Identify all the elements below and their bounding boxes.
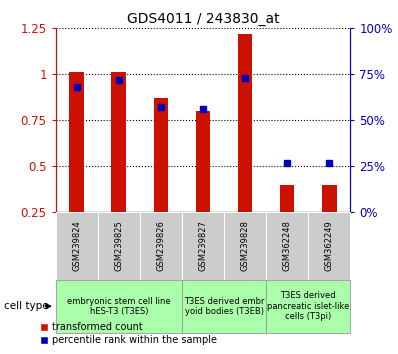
Text: embryonic stem cell line
hES-T3 (T3ES): embryonic stem cell line hES-T3 (T3ES) [67,297,171,316]
Text: GSM362249: GSM362249 [325,221,334,272]
Title: GDS4011 / 243830_at: GDS4011 / 243830_at [127,12,279,26]
Text: GSM239828: GSM239828 [240,221,250,272]
Text: GSM239825: GSM239825 [114,221,123,272]
Text: GSM239827: GSM239827 [199,221,207,272]
Text: cell type: cell type [4,301,49,311]
Bar [322,185,337,212]
Bar [266,212,308,280]
Bar [238,34,252,212]
Bar [308,212,350,280]
Legend: transformed count, percentile rank within the sample: transformed count, percentile rank withi… [37,319,221,349]
Bar [98,212,140,280]
Bar [224,212,266,280]
Text: T3ES derived embr
yoid bodies (T3EB): T3ES derived embr yoid bodies (T3EB) [184,297,264,316]
Text: GSM362248: GSM362248 [283,221,292,272]
Bar [56,280,182,333]
Text: GSM239824: GSM239824 [72,221,81,272]
Text: GSM239826: GSM239826 [156,221,166,272]
Bar [280,185,295,212]
Bar [196,111,211,212]
Text: T3ES derived
pancreatic islet-like
cells (T3pi): T3ES derived pancreatic islet-like cells… [267,291,349,321]
Bar [154,98,168,212]
Bar [56,212,98,280]
Bar [69,73,84,212]
Bar [111,73,126,212]
Bar [182,212,224,280]
Bar [182,280,266,333]
Bar [140,212,182,280]
Bar [266,280,350,333]
